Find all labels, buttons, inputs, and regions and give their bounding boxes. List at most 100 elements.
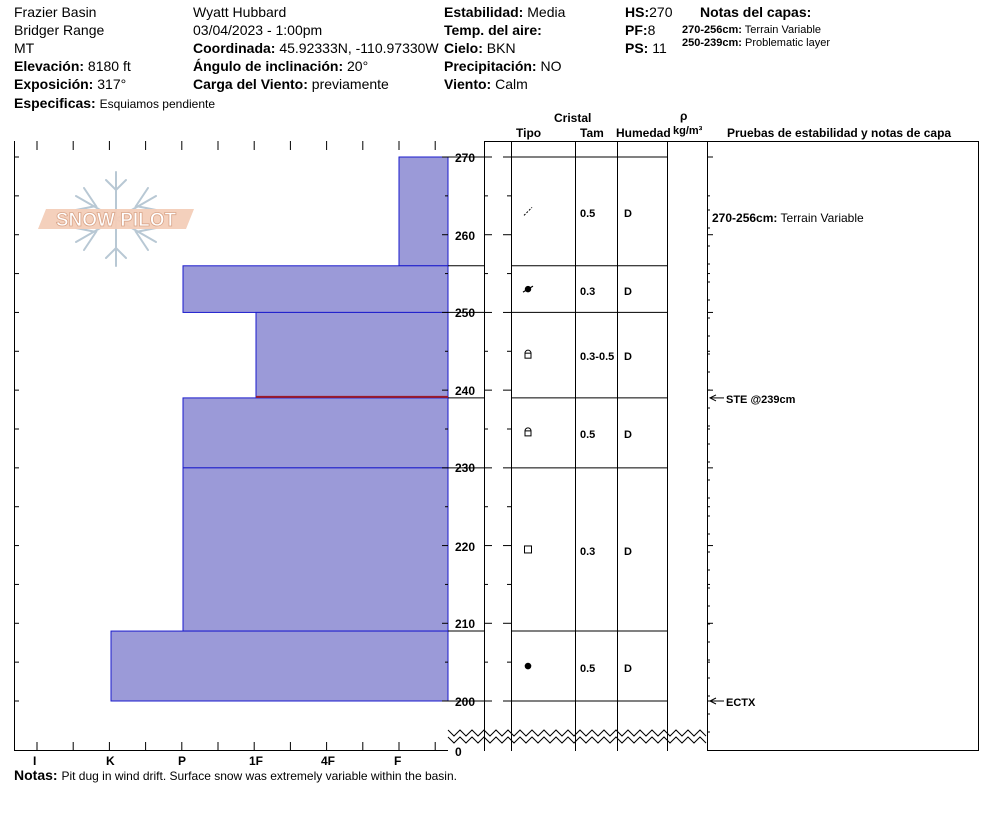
- slope-angle-value: 20°: [347, 58, 369, 74]
- layer-boundaries: [448, 156, 667, 702]
- depth-label: 220: [455, 540, 476, 554]
- arrow-icon: [708, 697, 717, 705]
- density-unit: kg/m³: [673, 125, 703, 137]
- elevation-label: Elevación:: [14, 58, 85, 74]
- pf-value: 8: [647, 22, 656, 38]
- stability: Estabilidad: Media: [444, 4, 565, 20]
- depth-label: 270: [455, 151, 476, 165]
- precipitation: Precipitación: NO: [444, 58, 561, 74]
- hardness-bar: [255, 311, 449, 399]
- notes-label: Notas:: [14, 767, 58, 783]
- ps-value: 11: [652, 40, 667, 56]
- moisture: D: [624, 663, 632, 675]
- location-name: Frazier Basin: [14, 4, 97, 20]
- hardness-profile: [110, 156, 449, 702]
- hardness-bar: [110, 630, 449, 702]
- layer-note-text: Terrain Variable: [744, 24, 822, 36]
- pit-depth: PF:8: [625, 22, 655, 38]
- crystal-size: 0.3: [580, 286, 596, 298]
- depth-axis: [14, 141, 448, 702]
- axis-break: [447, 729, 707, 744]
- notes: Notas: Pit dug in wind drift. Surface sn…: [14, 767, 457, 784]
- depth-label: 240: [455, 384, 476, 398]
- tests-header: Pruebas de estabilidad y notas de capa: [727, 126, 952, 140]
- layer-note: 270-256cm: Terrain Variable: [682, 24, 821, 37]
- depth-label: 200: [455, 695, 476, 709]
- hardness-bar: [182, 467, 449, 632]
- wind-value: Calm: [495, 76, 528, 92]
- coordinates: Coordinada: 45.92333N, -110.97330W: [193, 40, 439, 56]
- faceted-crystal-icon: [524, 545, 532, 554]
- stability-test-markers: [708, 394, 724, 705]
- layer-comment: 270-256cm: Terrain Variable: [712, 210, 864, 226]
- ruler-ticks: [484, 156, 713, 733]
- faceted-rounded-crystal-icon: [524, 349, 532, 359]
- hardness-label: 4F: [321, 754, 336, 768]
- slope-angle-label: Ángulo de inclinación:: [193, 58, 344, 74]
- precipitation-value: NO: [540, 58, 562, 74]
- hardness-label: 1F: [249, 754, 264, 768]
- moisture: D: [624, 429, 632, 441]
- elevation: Elevación: 8180 ft: [14, 58, 131, 74]
- tipo-header: Tipo: [516, 126, 542, 140]
- air-temp-label: Temp. del aire:: [444, 22, 542, 38]
- specifics-label: Especificas:: [14, 95, 96, 111]
- precipitation-label: Precipitación:: [444, 58, 537, 74]
- layer-note-range: 270-256cm:: [682, 24, 742, 36]
- depth-label: 0: [455, 745, 462, 759]
- aspect-label: Exposición:: [14, 76, 94, 92]
- slope-angle: Ángulo de inclinación: 20°: [193, 58, 368, 74]
- layer-comment-text: Terrain Variable: [780, 211, 864, 225]
- rimed-crystal-icon: [522, 285, 534, 293]
- range-name: Bridger Range: [14, 22, 105, 38]
- decomposing-crystal-icon: [523, 207, 533, 216]
- wind: Viento: Calm: [444, 76, 528, 92]
- hardness-bar: [182, 265, 449, 313]
- hs-value: 270: [649, 4, 673, 20]
- pf-label: PF:: [625, 22, 648, 38]
- snow-pilot-logo-text: SNOW PILOT: [56, 210, 177, 231]
- faceted-rounded-crystal-icon: [524, 427, 532, 437]
- moisture: D: [624, 351, 632, 363]
- layer-notes-title: Notas del capas:: [700, 4, 812, 20]
- cristal-header: Cristal: [554, 111, 592, 125]
- snow-pilot-logo: SNOW PILOT: [38, 171, 194, 267]
- hardness-label: P: [178, 754, 187, 768]
- moisture: D: [624, 546, 632, 558]
- state-name: MT: [14, 40, 35, 56]
- stability-label: Estabilidad:: [444, 4, 524, 20]
- depth-label: 260: [455, 229, 476, 243]
- elevation-value: 8180 ft: [87, 58, 131, 74]
- crystal-size: 0.5: [580, 208, 596, 220]
- sky-label: Cielo:: [444, 40, 483, 56]
- depth-label: 250: [455, 306, 476, 320]
- specifics: Especificas: Esquiamos pendiente: [14, 95, 215, 112]
- crystal-size: 0.5: [580, 663, 596, 675]
- wind-loading: Carga del Viento: previamente: [193, 76, 389, 92]
- hardness-label: I: [33, 754, 37, 768]
- hs-label: HS:: [625, 4, 650, 20]
- arrow-icon: [708, 394, 717, 402]
- observation-datetime: 03/04/2023 - 1:00pm: [193, 22, 323, 38]
- layer-note-range: 250-239cm:: [682, 37, 742, 49]
- hardness-label: F: [394, 754, 402, 768]
- notes-text: Pit dug in wind drift. Surface snow was …: [61, 769, 457, 783]
- hardness-bar: [398, 156, 449, 267]
- aspect-value: 317°: [97, 76, 127, 92]
- humedad-header: Humedad: [616, 126, 671, 140]
- wind-loading-label: Carga del Viento:: [193, 76, 308, 92]
- depth-label: 210: [455, 617, 476, 631]
- depth-label: 230: [455, 461, 476, 475]
- specifics-value: Esquiamos pendiente: [99, 97, 216, 111]
- tam-header: Tam: [580, 126, 604, 140]
- air-temp: Temp. del aire:: [444, 22, 542, 38]
- coordinates-label: Coordinada:: [193, 40, 276, 56]
- layer-comment-range: 270-256cm:: [712, 211, 778, 225]
- hardness-axis: [36, 742, 436, 750]
- sky-value: BKN: [486, 40, 516, 56]
- stability-test: STE @239cm: [726, 394, 796, 406]
- crystal-size: 0.5: [580, 429, 596, 441]
- coordinates-value: 45.92333N, -110.97330W: [279, 40, 439, 56]
- wind-label: Viento:: [444, 76, 492, 92]
